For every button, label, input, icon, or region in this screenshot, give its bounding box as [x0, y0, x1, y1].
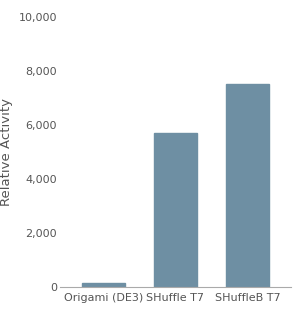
Bar	[226, 84, 269, 287]
Y-axis label: Relative Activity: Relative Activity	[0, 98, 13, 206]
Bar	[154, 133, 197, 287]
Bar	[82, 283, 125, 287]
